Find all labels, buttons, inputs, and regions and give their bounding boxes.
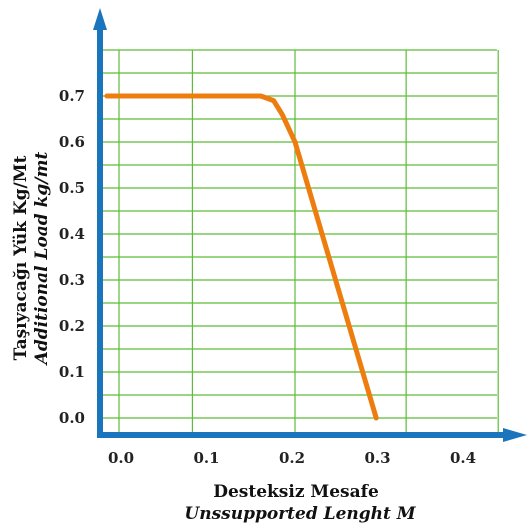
y-axis-title-en: Additional Load kg/mt (32, 152, 52, 367)
y-tick-label: 0.1 (59, 363, 85, 381)
chart-grid (103, 49, 499, 434)
y-axis-arrow (93, 8, 107, 30)
x-tick-label: 0.2 (279, 449, 305, 467)
chart-axes (93, 8, 527, 442)
chart-series (104, 93, 379, 421)
y-tick-label: 0.7 (59, 87, 85, 105)
y-tick-label: 0.2 (59, 317, 85, 335)
x-tick-label: 0.1 (193, 449, 219, 467)
y-tick-label: 0.5 (59, 179, 85, 197)
x-axis-title: Desteksiz Mesafe (213, 482, 379, 502)
y-axis-title: Taşıyacağı Yük Kg/Mt (11, 155, 31, 360)
y-tick-label: 0.6 (59, 133, 85, 151)
x-tick-label: 0.3 (364, 449, 390, 467)
x-tick-label: 0.4 (450, 449, 476, 467)
chart-tick-labels: 0.0 0.1 0.2 0.3 0.4 0.0 0.1 0.2 0.3 0.4 0.5 0.6 0.7 (59, 87, 476, 467)
y-tick-label: 0.3 (59, 271, 85, 289)
x-tick-label: 0.0 (108, 449, 134, 467)
y-tick-label: 0.4 (59, 225, 85, 243)
x-axis-arrow (503, 428, 527, 442)
y-tick-label: 0.0 (59, 409, 85, 427)
series-line (104, 93, 379, 421)
x-axis-title-en: Unssupported Lenght M (184, 504, 416, 524)
